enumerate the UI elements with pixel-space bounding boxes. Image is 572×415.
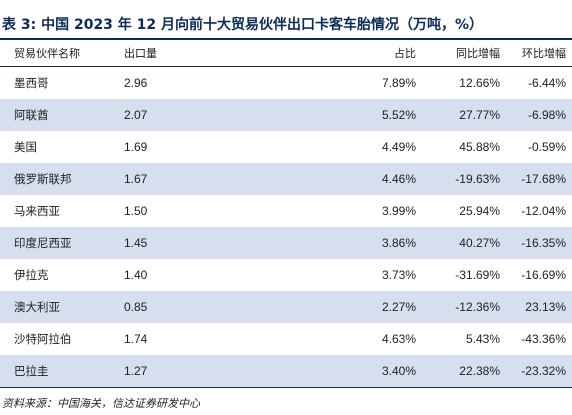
cell-yoy: 22.38% bbox=[422, 355, 506, 388]
cell-partner: 巴拉圭 bbox=[0, 355, 112, 388]
table-row: 印度尼西亚 1.45 3.86% 40.27% -16.35% bbox=[0, 227, 572, 259]
cell-qty: 1.45 bbox=[112, 227, 230, 259]
table-row: 巴拉圭 1.27 3.40% 22.38% -23.32% bbox=[0, 355, 572, 388]
cell-mom: -0.59% bbox=[527, 140, 566, 154]
title-divider bbox=[0, 38, 572, 40]
col-header-partner: 贸易伙伴名称 bbox=[0, 40, 112, 67]
cell-share: 3.86% bbox=[230, 227, 422, 259]
cell-partner: 美国 bbox=[14, 140, 37, 154]
col-header-qty: 出口量 bbox=[112, 40, 230, 67]
cell-yoy: -31.69% bbox=[455, 268, 500, 282]
cell-partner: 阿联酋 bbox=[0, 99, 112, 131]
cell-mom: -12.04% bbox=[521, 204, 566, 218]
source-note: 资料来源：中国海关，信达证券研发中心 bbox=[2, 397, 200, 410]
cell-partner: 俄罗斯联邦 bbox=[0, 163, 112, 195]
export-table: 贸易伙伴名称 出口量 占比 同比增幅 环比增幅 墨西哥 2.96 7.89% 12.6… bbox=[0, 40, 572, 388]
cell-partner: 伊拉克 bbox=[14, 268, 49, 282]
cell-mom: -6.98% bbox=[506, 99, 572, 131]
cell-partner: 墨西哥 bbox=[14, 76, 49, 90]
cell-yoy: 12.66% bbox=[459, 76, 500, 90]
cell-share: 3.73% bbox=[381, 268, 416, 282]
cell-qty: 0.85 bbox=[112, 291, 230, 323]
cell-yoy: -12.36% bbox=[422, 291, 506, 323]
cell-partner: 沙特阿拉伯 bbox=[14, 332, 72, 346]
col-header-mom: 环比增幅 bbox=[506, 40, 572, 67]
cell-share: 3.40% bbox=[230, 355, 422, 388]
cell-mom: 23.13% bbox=[506, 291, 572, 323]
cell-qty: 1.69 bbox=[124, 140, 148, 154]
cell-mom: -43.36% bbox=[521, 332, 566, 346]
cell-qty: 1.50 bbox=[124, 204, 148, 218]
table-row: 阿联酋 2.07 5.52% 27.77% -6.98% bbox=[0, 99, 572, 131]
cell-qty: 1.67 bbox=[112, 163, 230, 195]
cell-mom: -17.68% bbox=[506, 163, 572, 195]
cell-share: 2.27% bbox=[230, 291, 422, 323]
table-row: 美国 1.69 4.49% 45.88% -0.59% bbox=[0, 131, 572, 163]
cell-mom: -23.32% bbox=[506, 355, 572, 388]
table-title: 表 3: 中国 2023 年 12 月向前十大贸易伙伴出口卡客车胎情况（万吨，%… bbox=[2, 17, 484, 33]
cell-partner: 印度尼西亚 bbox=[0, 227, 112, 259]
col-header-yoy: 同比增幅 bbox=[422, 40, 506, 67]
cell-yoy: 25.94% bbox=[459, 204, 500, 218]
cell-qty: 2.96 bbox=[124, 76, 148, 90]
cell-yoy: 5.43% bbox=[465, 332, 500, 346]
cell-share: 4.46% bbox=[230, 163, 422, 195]
cell-share: 3.99% bbox=[381, 204, 416, 218]
cell-partner: 澳大利亚 bbox=[0, 291, 112, 323]
table-row: 马来西亚 1.50 3.99% 25.94% -12.04% bbox=[0, 195, 572, 227]
cell-mom: -16.35% bbox=[506, 227, 572, 259]
header-row: 贸易伙伴名称 出口量 占比 同比增幅 环比增幅 bbox=[0, 40, 572, 67]
cell-partner: 马来西亚 bbox=[14, 204, 60, 218]
cell-qty: 2.07 bbox=[112, 99, 230, 131]
cell-share: 7.89% bbox=[381, 76, 416, 90]
col-header-share: 占比 bbox=[230, 40, 422, 67]
cell-mom: -6.44% bbox=[527, 76, 566, 90]
table-row: 俄罗斯联邦 1.67 4.46% -19.63% -17.68% bbox=[0, 163, 572, 195]
cell-qty: 1.74 bbox=[124, 332, 148, 346]
table-row: 伊拉克 1.40 3.73% -31.69% -16.69% bbox=[0, 259, 572, 291]
cell-share: 5.52% bbox=[230, 99, 422, 131]
table-row: 澳大利亚 0.85 2.27% -12.36% 23.13% bbox=[0, 291, 572, 323]
cell-yoy: 40.27% bbox=[422, 227, 506, 259]
cell-yoy: 27.77% bbox=[422, 99, 506, 131]
cell-yoy: -19.63% bbox=[422, 163, 506, 195]
table-row: 沙特阿拉伯 1.74 4.63% 5.43% -43.36% bbox=[0, 323, 572, 355]
cell-qty: 1.40 bbox=[124, 268, 148, 282]
cell-share: 4.49% bbox=[381, 140, 416, 154]
cell-mom: -16.69% bbox=[521, 268, 566, 282]
cell-yoy: 45.88% bbox=[459, 140, 500, 154]
cell-share: 4.63% bbox=[381, 332, 416, 346]
cell-qty: 1.27 bbox=[112, 355, 230, 388]
table-row: 墨西哥 2.96 7.89% 12.66% -6.44% bbox=[0, 67, 572, 100]
